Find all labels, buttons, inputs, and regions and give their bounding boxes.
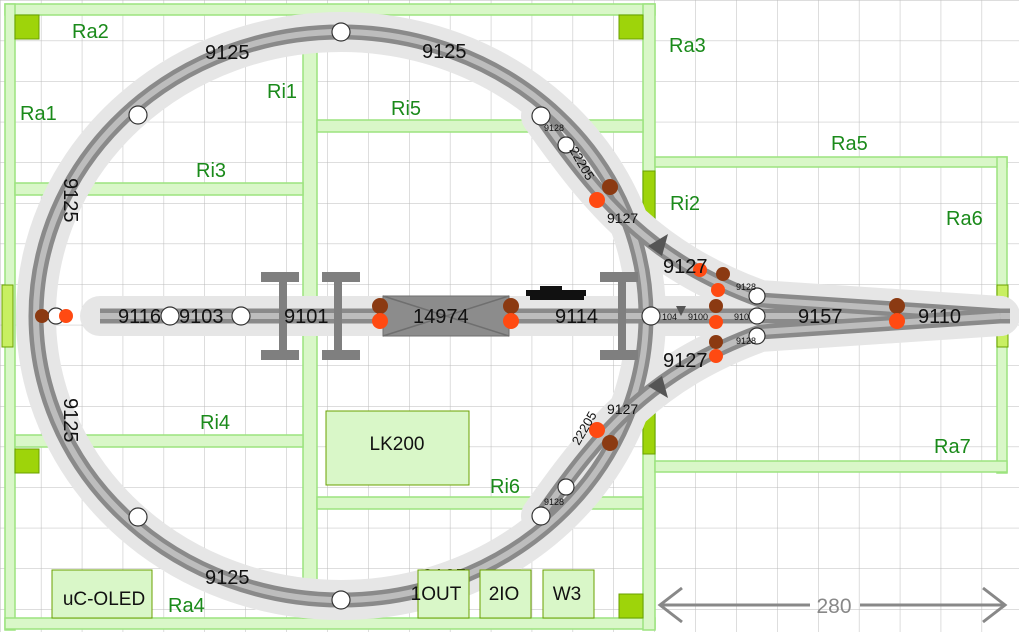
- label-ri5: Ri5: [391, 98, 421, 120]
- corner-block-tr: [618, 14, 644, 40]
- track-label-9100: 9100: [688, 312, 708, 322]
- ramp-piece-2: [322, 272, 360, 360]
- track-label-104: 104: [662, 312, 677, 322]
- arrow-upper: [648, 234, 668, 256]
- track-label-9101: 9101: [284, 306, 329, 328]
- signal-9110: [889, 298, 905, 329]
- label-ri4: Ri4: [200, 412, 230, 434]
- label-ri2: Ri2: [670, 193, 700, 215]
- track-label-curve-ll: 9125: [59, 398, 81, 443]
- signal-turnout-group: [693, 263, 730, 363]
- modules: LK200 uC-OLED 1OUT 2IO W3: [51, 410, 595, 619]
- ramp-piece-1: [261, 272, 299, 360]
- track-label-9128-right2: 9128: [736, 336, 756, 346]
- label-ra5: Ra5: [831, 133, 868, 155]
- signal-9101: [372, 298, 388, 329]
- label-ra2: Ra2: [72, 21, 109, 43]
- module-1out: 1OUT: [411, 569, 470, 619]
- signal-lower-branch: [589, 422, 618, 451]
- label-ra6: Ra6: [946, 208, 983, 230]
- track-label-9114: 9114: [555, 306, 598, 328]
- label-ri1: Ri1: [267, 81, 297, 103]
- track-label-9116: 9116: [118, 306, 161, 328]
- ramp-pieces: [261, 272, 638, 360]
- arrow-mid: [676, 306, 686, 316]
- track-label-14974: 14974: [413, 306, 469, 328]
- locomotive-icon: [526, 286, 586, 300]
- track-label-9128-bottom: 9128: [544, 497, 564, 507]
- module-lk200-label: LK200: [370, 434, 425, 455]
- label-ra1: Ra1: [20, 103, 57, 125]
- module-1out-label: 1OUT: [411, 584, 462, 605]
- connector-left: [1, 284, 14, 348]
- module-w3: W3: [542, 569, 595, 619]
- corner-block-l: [14, 448, 40, 474]
- module-2io: 2IO: [479, 569, 532, 619]
- signal-left: [35, 309, 73, 323]
- track-label-9128-right: 9128: [736, 282, 756, 292]
- module-2io-label: 2IO: [489, 584, 520, 605]
- track-label-9127-turnout-lower: 9127: [663, 350, 708, 372]
- label-ra7: Ra7: [934, 436, 971, 458]
- track-label-9127-turnout-upper: 9127: [663, 256, 708, 278]
- frame-ra7: [654, 460, 1008, 473]
- track-label-curve-bl: 9125: [205, 567, 250, 589]
- corner-block-br: [618, 593, 644, 619]
- track-label-910: 910: [734, 312, 749, 322]
- signal-14974: [503, 298, 519, 329]
- dimension-line: [657, 586, 1008, 624]
- track-label-9127-upper: 9127: [607, 210, 638, 226]
- label-ra4: Ra4: [168, 595, 205, 617]
- track-label-9110: 9110: [918, 306, 961, 328]
- dimension-value: 280: [816, 595, 851, 618]
- ramp-piece-3: [600, 272, 638, 360]
- track-label-9128-top: 9128: [544, 123, 564, 133]
- track-label-curve-lu: 9125: [59, 178, 81, 223]
- module-lk200: LK200: [325, 410, 470, 486]
- bridge-14974: [382, 295, 510, 337]
- signals: [35, 179, 905, 451]
- signal-upper-branch: [589, 179, 618, 208]
- module-w3-label: W3: [553, 584, 582, 605]
- track-label-9157: 9157: [798, 306, 843, 328]
- board-labels: Ra1 Ra2 Ra3 Ra4 Ra5 Ra6 Ra7 Ri1 Ri2 Ri3 …: [20, 21, 983, 617]
- module-uc-oled: uC-OLED: [51, 569, 153, 619]
- arrow-lower: [648, 376, 668, 398]
- label-ri3: Ri3: [196, 160, 226, 182]
- label-ri6: Ri6: [490, 476, 520, 498]
- corner-block-tl: [14, 14, 40, 40]
- track-joints: [47, 22, 766, 610]
- track-label-curve-tl: 9125: [205, 42, 250, 64]
- frame-ra5: [654, 156, 1008, 168]
- track-label-9127-lower: 9127: [607, 401, 638, 417]
- label-ra3: Ra3: [669, 35, 706, 57]
- track-label-curve-tr: 9125: [422, 41, 467, 63]
- track-label-9103: 9103: [179, 306, 224, 328]
- turnout-arrows: [648, 234, 686, 398]
- module-uc-oled-label: uC-OLED: [63, 589, 145, 610]
